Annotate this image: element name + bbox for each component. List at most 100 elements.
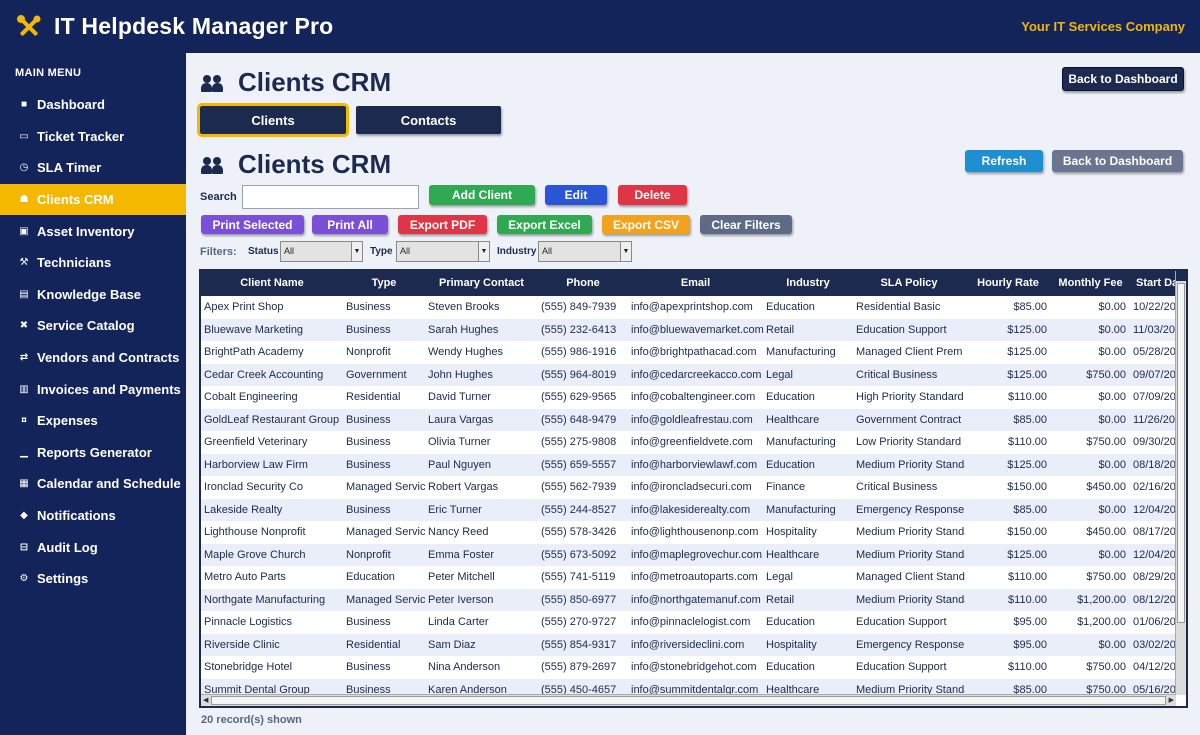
table-row[interactable]: BrightPath Academy Nonprofit Wendy Hughes (…: [201, 341, 1176, 364]
table-row[interactable]: Pinnacle Logistics Business Linda Carter (5…: [201, 611, 1176, 634]
sidebar-item-technicians[interactable]: ⚒ Technicians: [0, 247, 186, 279]
table-cell: $0.00: [1098, 301, 1126, 313]
refresh-button[interactable]: Refresh: [965, 150, 1043, 172]
scroll-left-icon[interactable]: ◀: [203, 697, 209, 704]
type-filter-select[interactable]: All ▼: [396, 241, 490, 262]
table-cell: Manufacturing: [766, 346, 836, 358]
scroll-up-icon[interactable]: [1176, 271, 1186, 281]
sidebar-item-service-catalog[interactable]: ✖ Service Catalog: [0, 310, 186, 342]
column-header[interactable]: Hourly Rate: [977, 277, 1039, 289]
edit-button[interactable]: Edit: [545, 185, 607, 205]
sidebar-item-knowledge-base[interactable]: ▤ Knowledge Base: [0, 279, 186, 311]
table-cell: Managed Client Prem: [856, 346, 963, 358]
table-row[interactable]: Bluewave Marketing Business Sarah Hughes (5…: [201, 318, 1176, 341]
sidebar-item-asset-inventory[interactable]: ▣ Asset Inventory: [0, 215, 186, 247]
table-cell: 08/17/2025: [1133, 526, 1176, 538]
people-icon: [200, 73, 224, 93]
column-header[interactable]: Primary Contact: [439, 277, 524, 289]
column-header[interactable]: Email: [680, 277, 711, 289]
delete-button[interactable]: Delete: [618, 185, 687, 205]
table-row[interactable]: Greenfield Veterinary Business Olivia Turn…: [201, 431, 1176, 454]
tab-clients[interactable]: Clients: [197, 103, 349, 137]
sidebar-item-ticket-tracker[interactable]: ▭ Ticket Tracker: [0, 121, 186, 153]
status-filter-select[interactable]: All ▼: [280, 241, 363, 262]
sidebar-item-reports-generator[interactable]: ▁ Reports Generator: [0, 437, 186, 469]
table-row[interactable]: Stonebridge Hotel Business Nina Anderson (5…: [201, 656, 1176, 679]
horizontal-scroll-thumb[interactable]: [211, 696, 1166, 705]
print-all-button[interactable]: Print All: [312, 215, 388, 234]
table-cell: Residential: [346, 391, 401, 403]
sidebar-item-audit-log[interactable]: ⊟ Audit Log: [0, 531, 186, 563]
column-header[interactable]: Start Date: [1136, 277, 1176, 289]
table-row[interactable]: Ironclad Security Co Managed ServicesRobe…: [201, 476, 1176, 499]
sidebar-item-sla-timer[interactable]: ◷ SLA Timer: [0, 152, 186, 184]
column-header[interactable]: Industry: [786, 277, 830, 289]
table-cell: Government Contract: [856, 413, 962, 426]
export-pdf-button[interactable]: Export PDF: [398, 215, 487, 234]
sidebar-item-dashboard[interactable]: ■ Dashboard: [0, 89, 186, 121]
main-content: Clients CRM Back to Dashboard Clients Co…: [186, 53, 1200, 735]
sidebar-item-calendar-and-schedule[interactable]: ▦ Calendar and Schedule: [0, 468, 186, 500]
column-header[interactable]: SLA Policy: [880, 277, 938, 289]
table-cell: $110.00: [1008, 661, 1047, 673]
table-row[interactable]: Northgate Manufacturing Managed ServicesP…: [201, 588, 1176, 611]
table-row[interactable]: Lakeside Realty Business Eric Turner (555) …: [201, 498, 1176, 521]
column-header[interactable]: Client Name: [240, 277, 304, 289]
back-to-dashboard-button[interactable]: Back to Dashboard: [1062, 67, 1184, 91]
table-cell: Residential Basic: [856, 301, 941, 313]
export-excel-button[interactable]: Export Excel: [497, 215, 592, 234]
vertical-scrollbar[interactable]: [1175, 271, 1186, 695]
back-to-dashboard-button-2[interactable]: Back to Dashboard: [1052, 150, 1183, 172]
table-cell: GoldLeaf Restaurant Group: [204, 413, 340, 426]
table-row[interactable]: Riverside Clinic Residential Sam Diaz (555)…: [201, 633, 1176, 656]
sidebar-item-label: Ticket Tracker: [37, 128, 125, 144]
table-row[interactable]: Lighthouse Nonprofit Managed ServicesNanc…: [201, 521, 1176, 544]
vertical-scroll-thumb[interactable]: [1177, 283, 1185, 623]
column-header[interactable]: Type: [371, 277, 397, 289]
search-input[interactable]: [242, 185, 419, 209]
sidebar-item-label: Calendar and Schedule: [37, 476, 181, 492]
table-row[interactable]: GoldLeaf Restaurant Group Business Laura V…: [201, 408, 1176, 431]
table-cell: $95.00: [1013, 616, 1047, 628]
sidebar-item-settings[interactable]: ⚙ Settings: [0, 563, 186, 595]
sidebar-item-clients-crm[interactable]: ☗ Clients CRM: [0, 183, 186, 216]
horizontal-scrollbar[interactable]: ◀ ▶: [201, 694, 1176, 706]
table-cell: $750.00: [1086, 571, 1126, 583]
chevron-down-icon: ▼: [620, 242, 631, 261]
table-cell: 01/06/2025: [1133, 616, 1176, 628]
table-row[interactable]: Metro Auto Parts Education Peter Mitchell (…: [201, 566, 1176, 589]
table-cell: Education Support: [856, 661, 947, 673]
table-row[interactable]: Harborview Law Firm Business Paul Nguyen (5…: [201, 453, 1176, 476]
sidebar-item-expenses[interactable]: ¤ Expenses: [0, 405, 186, 437]
add-client-button[interactable]: Add Client: [429, 185, 535, 205]
table-cell: Emergency Response: [856, 638, 965, 651]
chevron-down-icon: ▼: [351, 242, 362, 261]
table-cell: (555) 450-4657: [541, 683, 617, 696]
export-csv-button[interactable]: Export CSV: [602, 215, 690, 234]
sidebar-item-vendors-and-contracts[interactable]: ⇄ Vendors and Contracts: [0, 342, 186, 374]
column-header[interactable]: Monthly Fee: [1058, 277, 1123, 289]
table-cell: info@greenfieldvete.com: [631, 436, 753, 448]
people-icon: ☗: [19, 194, 29, 206]
bell-icon: ◆: [20, 510, 28, 522]
table-cell: info@metroautoparts.com: [631, 571, 758, 583]
sidebar-item-notifications[interactable]: ◆ Notifications: [0, 500, 186, 532]
clear-filters-button[interactable]: Clear Filters: [700, 215, 792, 234]
industry-filter-select[interactable]: All ▼: [538, 241, 632, 262]
tab-contacts[interactable]: Contacts: [356, 106, 501, 134]
bar-chart-icon: ▁: [20, 446, 28, 458]
sidebar-item-invoices-and-payments[interactable]: ▥ Invoices and Payments: [0, 373, 186, 405]
table-cell: Wendy Hughes: [428, 346, 504, 358]
table-row[interactable]: Maple Grove Church Nonprofit Emma Foster (5…: [201, 543, 1176, 566]
log-icon: ⊟: [19, 541, 29, 553]
table-cell: Medium Priority Standard: [856, 548, 965, 561]
table-row[interactable]: Cedar Creek Accounting Government John Hug…: [201, 363, 1176, 386]
print-selected-button[interactable]: Print Selected: [201, 215, 304, 234]
table-row[interactable]: Apex Print Shop Business Steven Brooks (555…: [201, 296, 1176, 319]
table-cell: $125.00: [1007, 323, 1047, 336]
scroll-right-icon[interactable]: ▶: [1168, 697, 1174, 704]
book-icon: ▤: [19, 288, 29, 300]
table-row[interactable]: Cobalt Engineering Residential David Turne…: [201, 386, 1176, 409]
column-header[interactable]: Phone: [566, 277, 600, 289]
home-icon: ■: [20, 99, 28, 111]
